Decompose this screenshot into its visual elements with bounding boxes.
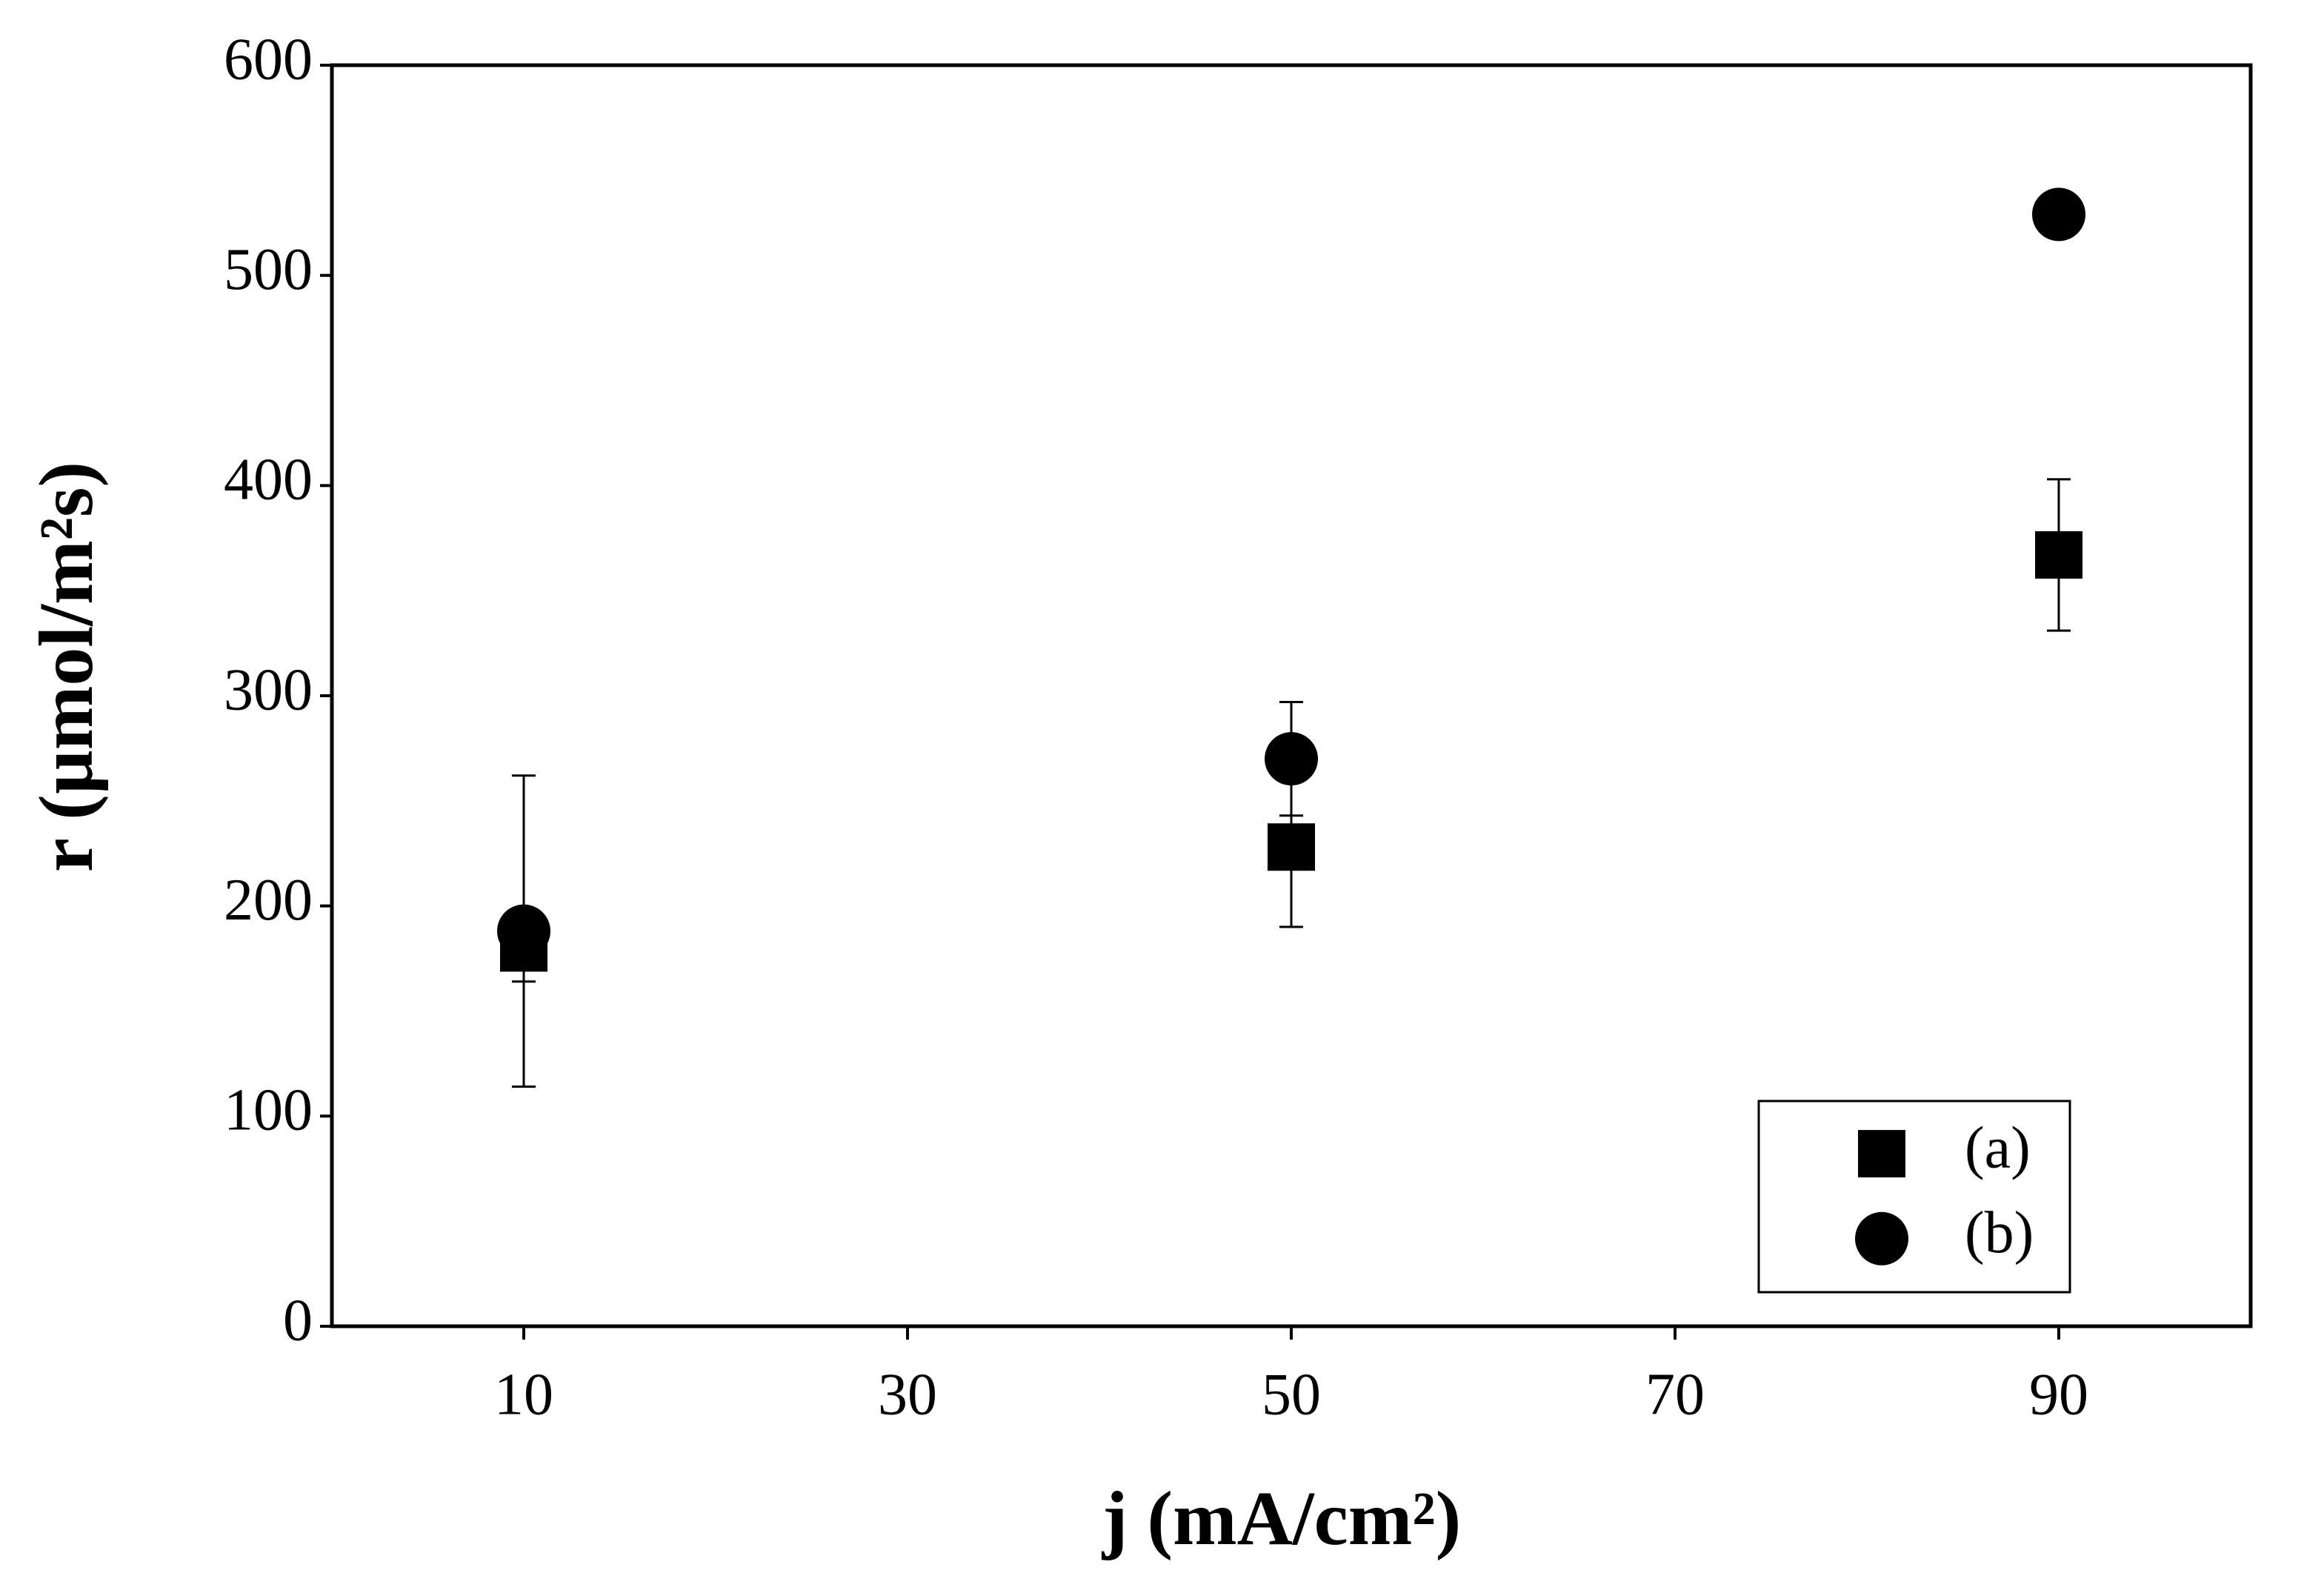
x-tick-label: 50 <box>1262 1362 1321 1427</box>
point <box>497 904 550 958</box>
point <box>1265 732 1318 786</box>
y-tick-label: 100 <box>224 1078 313 1143</box>
legend-label: (a) <box>1965 1115 2031 1180</box>
y-tick-label: 400 <box>224 448 313 513</box>
y-tick-label: 500 <box>224 237 313 302</box>
x-tick-label: 30 <box>878 1362 937 1427</box>
point <box>2035 531 2082 579</box>
legend-marker <box>1858 1130 1905 1178</box>
x-tick-label: 90 <box>2029 1362 2088 1427</box>
point <box>2032 187 2085 242</box>
legend-marker <box>1855 1211 1908 1266</box>
y-tick-label: 0 <box>283 1288 313 1353</box>
legend-box <box>1757 1100 2071 1294</box>
legend-label: (b) <box>1965 1200 2034 1266</box>
point <box>1268 823 1315 871</box>
x-tick-label: 10 <box>494 1362 553 1427</box>
x-axis-label: j (mA/cm²) <box>1102 1476 1462 1561</box>
x-tick-label: 70 <box>1645 1362 1705 1427</box>
y-tick-label: 200 <box>224 868 313 933</box>
y-tick-label: 300 <box>224 657 313 722</box>
y-axis-label: r (µmol/m²s) <box>24 462 109 872</box>
y-tick-label: 600 <box>224 27 313 92</box>
